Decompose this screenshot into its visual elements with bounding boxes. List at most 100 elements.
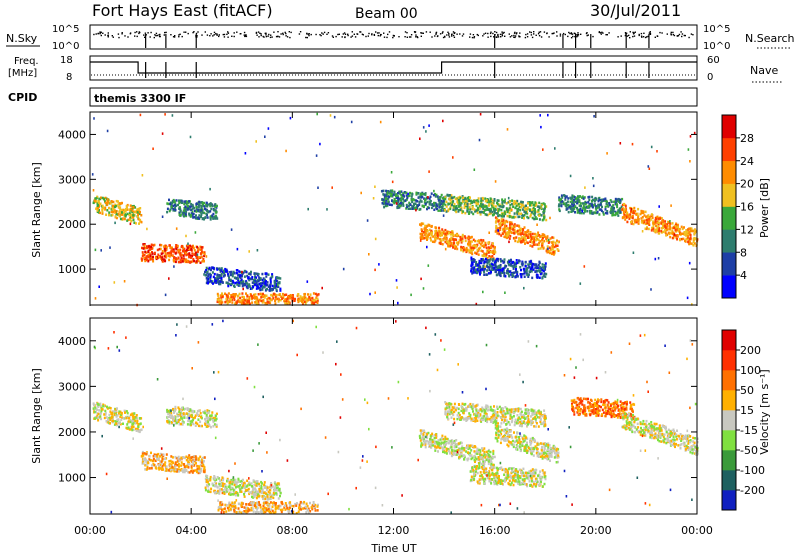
range-cell [519,202,522,205]
nsky-point [519,32,521,34]
range-cell [578,209,581,212]
range-cell [442,197,444,200]
range-cell [447,209,450,213]
range-cell [120,411,123,415]
range-cell [395,193,398,196]
range-cell [204,420,207,423]
range-cell [539,206,542,209]
range-cell [312,292,315,295]
range-cell [164,244,167,247]
nsky-point [431,36,433,38]
nsky-point [243,34,245,36]
range-cell [151,258,154,262]
range-cell [497,272,500,275]
range-cell [175,204,177,207]
range-cell [460,241,463,244]
range-cell [468,251,471,254]
range-cell [692,244,695,247]
range-cell [452,238,455,241]
range-cell [542,269,545,273]
range-cell [578,211,581,215]
range-cell [211,266,213,269]
range-cell [505,224,508,228]
nsky-point [406,32,408,34]
range-cell [206,409,209,412]
range-cell [523,270,526,274]
range-cell [608,203,611,207]
range-cell [528,236,531,239]
range-cell [494,265,497,269]
nsky-point [159,33,161,36]
range-cell [178,250,181,253]
range-cell [168,420,171,423]
nsky-point [533,31,535,33]
range-cell [175,421,178,425]
range-cell [407,194,410,198]
range-cell [147,459,149,463]
nsky-point [576,36,578,38]
range-cell [571,196,574,199]
range-cell [495,218,498,221]
range-cell [314,292,317,296]
range-cell [570,197,573,200]
range-cell [617,200,620,203]
range-cell [195,207,198,211]
range-cell [309,296,312,300]
range-cell [657,223,660,226]
range-cell [224,267,227,271]
range-cell [464,239,467,243]
range-cell [187,253,189,256]
range-cell [452,206,455,209]
range-cell-noise [306,280,309,283]
nsky-point [150,31,152,34]
range-cell [269,283,272,286]
range-cell [666,228,669,231]
range-cell [152,455,155,458]
range-cell [569,200,572,204]
range-cell-noise [442,214,445,217]
range-cell [168,460,171,463]
range-cell [181,413,183,416]
range-cell [621,197,624,201]
range-cell [671,222,674,225]
range-cell [101,210,104,213]
range-cell [303,297,306,300]
range-cell [206,425,209,428]
nsky-point [415,36,417,38]
range-cell [523,214,526,217]
range-cell [690,227,693,230]
nsky-point [681,35,683,38]
range-cell [457,234,460,237]
range-cell [548,249,551,253]
range-cell-noise [390,171,393,174]
range-cell [658,227,661,230]
range-cell [191,252,194,255]
nsky-point [156,34,159,37]
range-cell [159,452,162,456]
nsky-point [256,34,258,36]
nsky-point [516,32,518,34]
nsky-point [174,35,176,37]
range-cell [96,408,98,411]
range-cell-noise [422,287,425,290]
range-cell [466,196,469,200]
colorbar-tick-label: 4 [740,269,747,282]
range-cell [218,274,221,277]
nsky-point [308,34,310,37]
range-cell [123,215,126,218]
range-cell [525,234,528,237]
range-cell [188,255,191,259]
range-cell [433,204,436,207]
range-cell [383,205,386,209]
range-cell [430,234,433,237]
range-cell [625,214,628,217]
range-cell [528,208,531,211]
range-cell-noise [168,277,170,280]
range-cell [116,418,119,422]
range-cell [444,232,447,236]
range-cell [214,417,216,420]
range-cell [521,232,524,236]
range-cell [141,450,144,454]
range-cell [543,209,546,212]
range-cell [206,417,209,421]
